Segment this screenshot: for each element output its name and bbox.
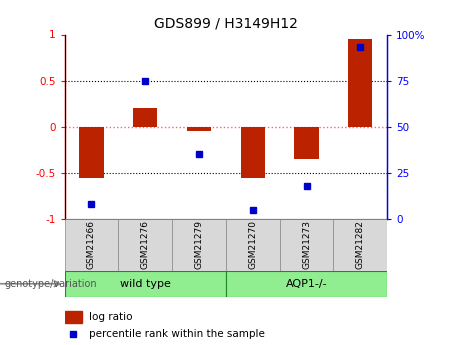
- Text: log ratio: log ratio: [89, 312, 132, 322]
- Bar: [348, 39, 372, 127]
- Text: genotype/variation: genotype/variation: [5, 279, 97, 288]
- Text: GSM21276: GSM21276: [141, 220, 150, 269]
- Text: percentile rank within the sample: percentile rank within the sample: [89, 329, 265, 339]
- Title: GDS899 / H3149H12: GDS899 / H3149H12: [154, 17, 298, 31]
- Bar: [118, 219, 172, 271]
- Text: wild type: wild type: [120, 279, 171, 289]
- Bar: [133, 108, 157, 127]
- Bar: [295, 127, 319, 159]
- Bar: [187, 127, 211, 131]
- Bar: [226, 219, 280, 271]
- Bar: [226, 271, 387, 297]
- Text: AQP1-/-: AQP1-/-: [286, 279, 327, 289]
- Text: GSM21266: GSM21266: [87, 220, 96, 269]
- Bar: [280, 219, 333, 271]
- Bar: [172, 219, 226, 271]
- Bar: [65, 311, 83, 323]
- Bar: [333, 219, 387, 271]
- Text: GSM21279: GSM21279: [195, 220, 203, 269]
- Bar: [79, 127, 104, 178]
- Text: GSM21270: GSM21270: [248, 220, 257, 269]
- Text: GSM21282: GSM21282: [356, 220, 365, 269]
- Bar: [65, 219, 118, 271]
- Text: GSM21273: GSM21273: [302, 220, 311, 269]
- Bar: [241, 127, 265, 178]
- Bar: [65, 271, 226, 297]
